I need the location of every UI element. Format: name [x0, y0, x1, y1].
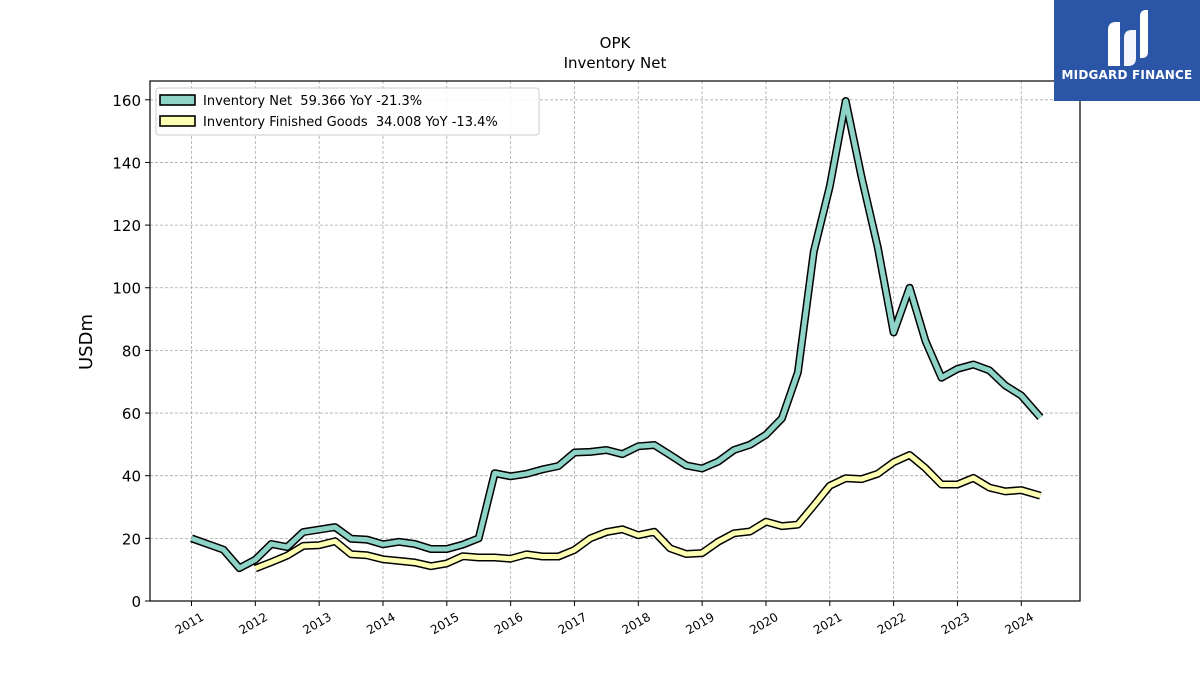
legend-label-2: Inventory Finished Goods 34.008 YoY -13.…	[203, 115, 498, 130]
legend-swatch-2	[159, 115, 196, 127]
series-layer	[190, 97, 1044, 573]
x-tick-label: 2012	[237, 610, 270, 637]
logo-text: MIDGARD FINANCE	[1061, 68, 1193, 82]
x-tick-label: 2016	[492, 610, 525, 637]
y-tick-label: 20	[122, 530, 141, 548]
legend: Inventory Net 59.366 YoY -21.3% Inventory…	[155, 87, 540, 136]
legend-label-1: Inventory Net 59.366 YoY -21.3%	[203, 94, 422, 109]
y-tick-label: 160	[112, 92, 141, 110]
series-line-1	[190, 98, 1043, 571]
series-outline-2	[253, 451, 1042, 573]
x-tick-label: 2019	[683, 610, 716, 637]
logo-mark-icon	[1108, 10, 1148, 66]
y-tick-label: 140	[112, 154, 141, 172]
x-tick-label: 2023	[939, 610, 972, 637]
series-line-2	[254, 452, 1042, 571]
x-tick-label: 2022	[875, 610, 908, 637]
chart-subtitle: Inventory Net	[564, 54, 667, 72]
y-tick-label: 60	[122, 405, 141, 423]
plot-frame	[149, 80, 1081, 602]
y-axis-label: USDm	[76, 314, 97, 370]
x-tick-label: 2021	[811, 610, 844, 637]
brand-logo: MIDGARD FINANCE	[1054, 0, 1200, 101]
x-tick-label: 2014	[364, 610, 397, 637]
y-tick-label: 80	[122, 342, 141, 360]
y-tick-label: 100	[112, 280, 141, 298]
chart-title: OPK	[600, 34, 632, 52]
y-tick-label: 0	[131, 593, 141, 611]
x-tick-label: 2024	[1003, 610, 1036, 637]
legend-box	[155, 87, 540, 136]
x-tick-label: 2018	[620, 610, 653, 637]
y-tick-label: 40	[122, 468, 141, 486]
x-tick-label: 2013	[300, 610, 333, 637]
x-tick-label: 2020	[747, 610, 780, 637]
grid	[150, 81, 1080, 602]
x-tick-label: 2017	[556, 610, 589, 637]
legend-swatch-1	[159, 94, 196, 106]
y-tick-label: 120	[112, 217, 141, 235]
x-tick-label: 2015	[428, 610, 461, 637]
x-tick-label: 2011	[173, 610, 206, 637]
